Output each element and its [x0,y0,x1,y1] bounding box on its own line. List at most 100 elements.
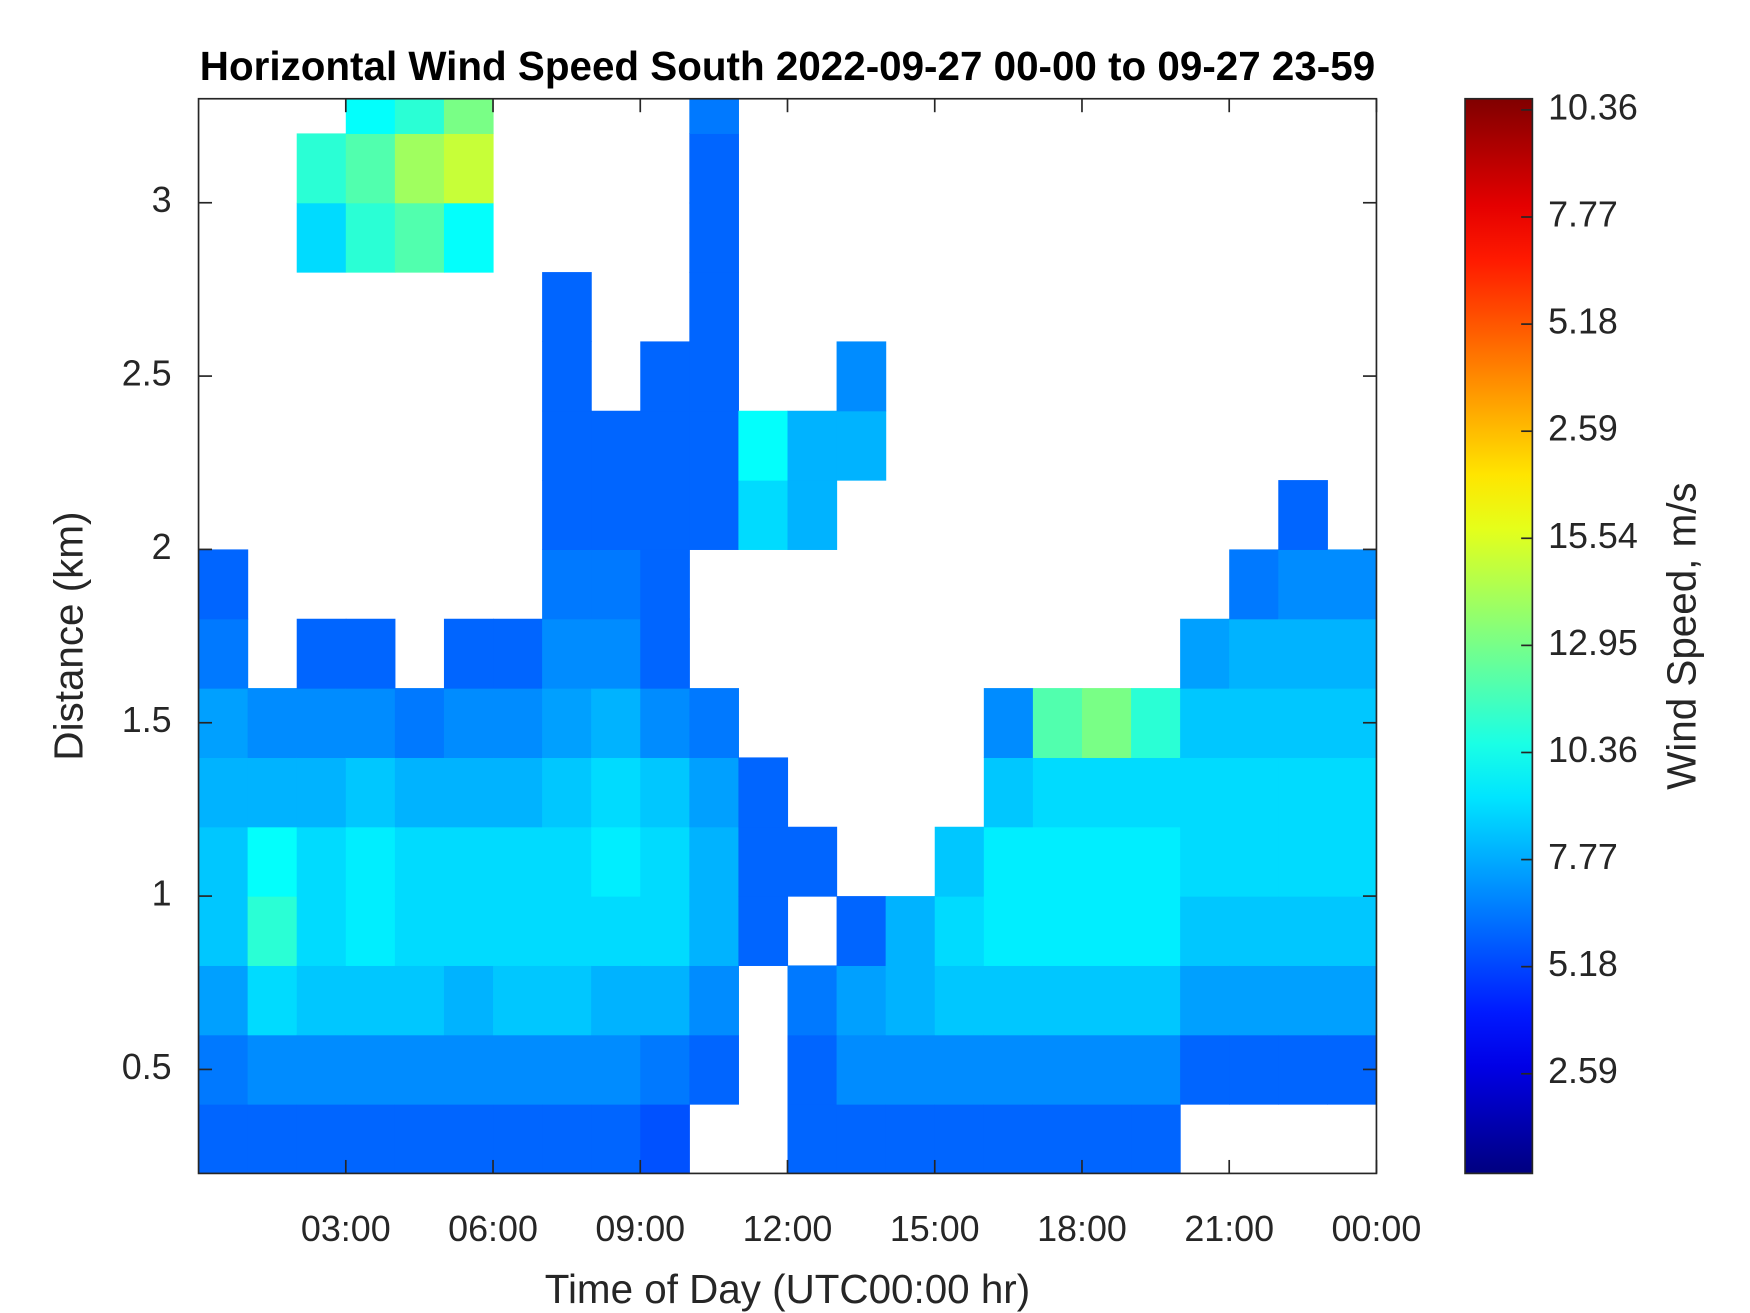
x-tick-label: 00:00 [1332,1209,1422,1249]
heat-cell [1180,757,1230,828]
heat-cell [983,896,1034,966]
heat-cell [345,826,396,897]
heat-cell [394,688,445,758]
heat-cell [1180,826,1230,897]
heat-cell [1032,757,1083,828]
y-tick-label: 2 [152,527,172,567]
heat-cell [934,965,985,1036]
heat-cell [689,341,739,412]
heat-cell [542,480,592,550]
chart-title: Horizontal Wind Speed South 2022-09-27 0… [200,43,1375,89]
heat-cell [1327,826,1377,897]
heat-cell [738,757,789,828]
heat-cell [542,1104,592,1174]
heat-cell [787,826,838,897]
heat-cell [983,965,1034,1036]
y-tick-label: 3 [152,180,172,220]
heat-cell [247,826,298,897]
heat-cell [1032,1034,1083,1105]
heat-cell [296,896,347,966]
heat-cell [983,757,1034,828]
colorbar-tick-label: 12.95 [1548,623,1638,663]
heat-cell [198,549,249,620]
colorbar-tick-label: 5.18 [1548,302,1618,342]
heat-cell [983,1104,1034,1174]
heat-cell [640,618,690,689]
heat-cell [198,618,249,689]
heat-cell [1131,688,1181,758]
heat-cell [542,965,592,1036]
heat-cell [885,1104,936,1174]
heat-cell [934,1034,985,1105]
heat-cell [640,896,690,966]
heat-cell [689,133,739,204]
heat-cell [345,133,396,204]
heat-cell [345,98,396,134]
heat-cell [640,341,690,412]
heat-cell [443,757,494,828]
heat-cell [198,1104,249,1174]
heat-cell [787,1034,838,1105]
heat-cell [296,618,347,689]
heat-cell [1131,826,1181,897]
heat-cell [198,757,249,828]
heat-cell [542,618,592,689]
heat-cell [689,896,739,966]
y-tick-label: 1.5 [122,700,172,740]
heat-cell [296,1104,347,1174]
heat-cell [1327,618,1377,689]
heat-cell [934,826,985,897]
heat-cell [1278,965,1328,1036]
heat-cell [591,1104,641,1174]
heat-cell [198,896,249,966]
heat-cell [493,618,543,689]
heat-cell [689,410,739,481]
heat-cell [836,965,887,1036]
heat-cell [591,688,641,758]
heat-cell [296,1034,347,1105]
heat-cell [689,98,739,134]
heat-cell [198,826,249,897]
heat-cell [983,688,1034,758]
heat-cell [1032,896,1083,966]
heat-cell [1180,688,1230,758]
heat-cell [1032,688,1083,758]
heat-cell [591,965,641,1036]
heat-cell [247,688,298,758]
colorbar-tick-label: 5.18 [1548,944,1618,984]
heat-cell [394,202,445,273]
heat-cell [296,757,347,828]
y-tick-label: 2.5 [122,354,172,394]
heat-cell [443,133,494,204]
heat-cell [1229,1034,1279,1105]
heat-cell [738,410,789,481]
heat-cell [443,98,494,134]
heat-cell [689,826,739,897]
heat-cell [1278,688,1328,758]
heat-cell [689,202,739,273]
heat-cell [345,688,396,758]
heat-cell [1327,757,1377,828]
heat-cell [640,757,690,828]
heat-cell [1131,757,1181,828]
colorbar-tick-label: 7.77 [1548,837,1618,877]
heat-cell [640,1104,690,1174]
heat-cell [983,826,1034,897]
colorbar-tick-label: 2.59 [1548,1051,1618,1091]
heat-cell [394,1104,445,1174]
heat-cell [443,826,494,897]
heat-cell [591,896,641,966]
heat-cell [640,549,690,620]
heat-cell [542,896,592,966]
heat-cell [443,1034,494,1105]
heat-cell [591,1034,641,1105]
heat-cell [1327,549,1377,620]
heat-cell [1229,618,1279,689]
x-tick-label: 18:00 [1037,1209,1127,1249]
heat-cell [247,1034,298,1105]
heat-cell [689,757,739,828]
colorbar-tick-label: 2.59 [1548,409,1618,449]
heat-cell [1131,1034,1181,1105]
heat-cell [836,341,887,412]
heat-cell [493,965,543,1036]
